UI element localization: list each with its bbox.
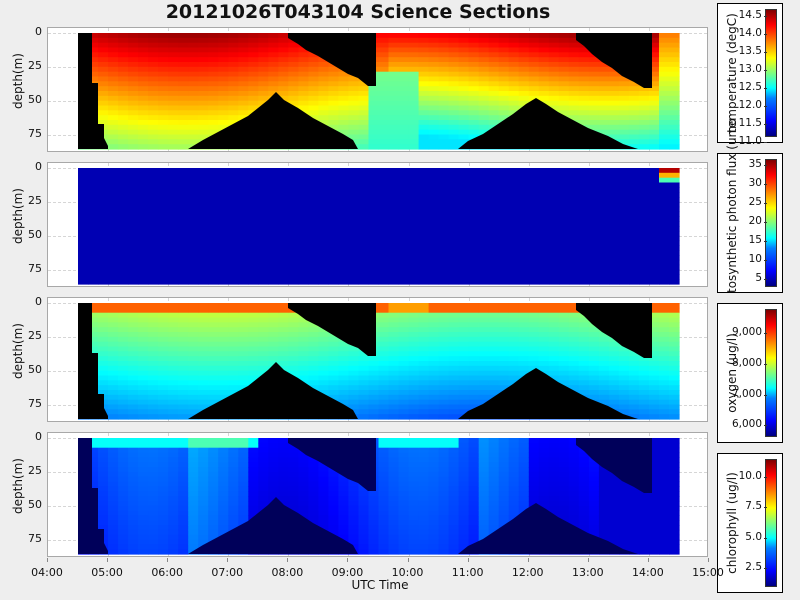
colorbar-tick: 15 [748, 234, 768, 246]
colorbar-tick: 10.0 [738, 470, 768, 482]
colorbar-tick: 7,000 [731, 388, 768, 400]
colorbar-tick: 10 [748, 253, 768, 265]
colorbar-tick: 2.5 [745, 561, 767, 573]
x-tick [407, 558, 409, 562]
colorbar-oxygen: oxygen (ug/l) 9,000 8,000 7,000 6,000 [717, 303, 783, 443]
x-tick-label: 11:00 [451, 566, 484, 579]
colorbar-tick: 12.5 [738, 81, 768, 93]
x-tick-label: 10:00 [391, 566, 424, 579]
colorbar-tick: 11.5 [738, 117, 768, 129]
colorbar-label: tosynthetic photon flux (umo [725, 118, 739, 293]
x-tick [47, 558, 48, 562]
colorbar-tick: 14.0 [738, 27, 768, 39]
y-tick-label: 25 [28, 59, 42, 73]
y-tick-label: 25 [28, 194, 42, 208]
x-tick [647, 558, 649, 562]
x-tick [587, 558, 589, 562]
x-tick [467, 558, 469, 562]
x-tick [167, 558, 169, 562]
colorbar-tick: 20 [748, 215, 768, 227]
x-tick-label: 13:00 [571, 566, 604, 579]
x-tick [107, 558, 109, 562]
colorbar-tick: 7.5 [745, 500, 767, 512]
y-tick-label: 50 [28, 228, 42, 242]
colorbar-photosynthetic-photon-flux: tosynthetic photon flux (umo 35 30 25 20 15 10… [717, 118, 783, 293]
x-tick [287, 558, 289, 562]
colorbar-gradient [765, 459, 777, 587]
x-axis-title: UTC Time [351, 578, 409, 592]
heatmap-chlorophyll [78, 438, 680, 555]
x-tick-label: 04:00 [31, 566, 63, 579]
y-tick-label: 25 [28, 329, 42, 343]
x-tick-label: 15:00 [692, 566, 724, 579]
colorbar-gradient [765, 309, 777, 437]
x-tick-label: 05:00 [91, 566, 123, 579]
y-tick-label: 0 [35, 160, 42, 173]
x-tick-label: 14:00 [632, 566, 664, 579]
colorbar-tick: 6,000 [731, 418, 768, 430]
colorbar-tick: 11.0 [738, 135, 768, 147]
heatmap-photosynthetic-photon-flux [78, 168, 680, 285]
x-tick [527, 558, 529, 562]
colorbar-temperature: temperature (degC) 14.5 14.0 13.5 13.0 12.5 12… [717, 3, 783, 147]
colorbar-tick: 5.0 [745, 531, 767, 543]
plot-panel-photosynthetic-photon-flux [47, 162, 708, 287]
x-tick [708, 558, 709, 562]
colorbar-tick: 13.5 [738, 45, 768, 57]
plot-panel-temperature [47, 27, 708, 152]
y-axis-title: depth(m) [11, 322, 25, 379]
y-tick-label: 25 [28, 464, 42, 478]
colorbar-chlorophyll: chlorophyll (ug/l) 10.0 7.5 5.0 2.5 [717, 453, 783, 593]
y-tick-label: 0 [35, 25, 42, 38]
x-tick-label: 09:00 [331, 566, 364, 579]
colorbar-tick: 5 [755, 272, 767, 284]
plot-panel-oxygen [47, 297, 708, 422]
y-tick-label: 50 [28, 498, 42, 512]
y-tick-label: 0 [35, 295, 42, 308]
colorbar-gradient [765, 9, 777, 137]
y-tick-label: 75 [28, 532, 42, 546]
colorbar-tick: 25 [748, 196, 768, 208]
chart-title: 20121026T043104 Science Sections [165, 1, 551, 23]
y-tick-label: 50 [28, 93, 42, 107]
y-tick-label: 50 [28, 363, 42, 377]
x-tick-label: 07:00 [211, 566, 244, 579]
colorbar-tick: 9,000 [731, 326, 768, 338]
colorbar-tick: 35 [748, 158, 768, 170]
colorbar-tick: 14.5 [738, 9, 768, 21]
x-tick [347, 558, 349, 562]
y-tick-label: 0 [35, 430, 42, 443]
y-axis-title: depth(m) [11, 52, 25, 109]
x-tick-label: 08:00 [271, 566, 304, 579]
x-tick [227, 558, 229, 562]
y-tick-label: 75 [28, 262, 42, 276]
colorbar-tick: 13.0 [738, 63, 768, 75]
colorbar-tick: 12.0 [738, 99, 768, 111]
y-axis-title: depth(m) [11, 457, 25, 514]
heatmap-oxygen [78, 303, 680, 420]
colorbar-gradient [765, 159, 777, 287]
y-axis-title: depth(m) [11, 187, 25, 244]
y-tick-label: 75 [28, 397, 42, 411]
x-tick-label: 06:00 [151, 566, 184, 579]
heatmap-temperature [78, 33, 680, 150]
plot-panel-chlorophyll [47, 432, 708, 557]
y-tick-label: 75 [28, 127, 42, 141]
x-tick-label: 12:00 [511, 566, 544, 579]
colorbar-tick: 8,000 [731, 357, 768, 369]
colorbar-tick: 30 [748, 177, 768, 189]
